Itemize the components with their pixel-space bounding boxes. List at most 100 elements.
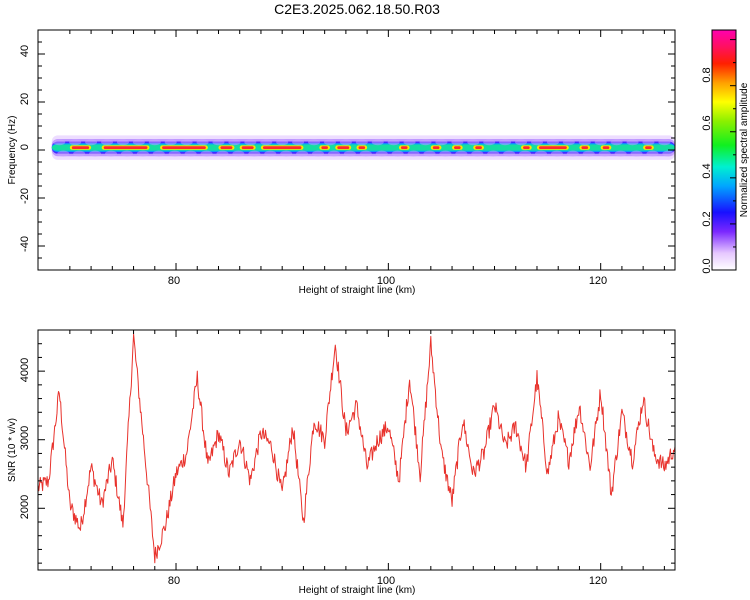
x-axis-label: Height of straight line (km) <box>299 585 416 596</box>
colorbar-label: Normalized spectral amplitude <box>739 82 750 217</box>
spectrogram-core <box>162 146 206 149</box>
spectrogram-ripple <box>232 150 245 157</box>
spectrogram-ripple <box>152 150 165 157</box>
spectrogram-ripple <box>248 150 261 157</box>
spectrogram-ripple <box>391 150 404 157</box>
spectrogram-ripple <box>216 150 229 157</box>
spectrogram-ripple <box>487 150 500 157</box>
spectrogram-core <box>400 146 408 149</box>
spectrogram-ripple <box>658 139 671 146</box>
y-tick-label: 3000 <box>19 426 31 450</box>
spectrogram-ripple <box>116 139 129 146</box>
spectrogram-core <box>103 146 148 149</box>
spectrogram-ripple <box>566 150 579 157</box>
spectrogram-ripple <box>323 139 336 146</box>
spectrogram-core <box>475 146 482 149</box>
x-tick-label: 80 <box>168 275 180 287</box>
y-axis-label: Frequency (Hz) <box>7 116 18 185</box>
spectrogram-ripple <box>327 150 340 157</box>
spectrogram-ripple <box>403 139 416 146</box>
y-tick-label: 0 <box>19 144 31 150</box>
y-tick-label: 4000 <box>19 358 31 382</box>
spectrogram-band <box>51 135 675 160</box>
spectrogram-ripple <box>132 139 145 146</box>
spectrogram-ripple <box>296 150 309 157</box>
spectrogram-ripple <box>101 139 114 146</box>
spectrogram-ripple <box>646 150 659 157</box>
spectrogram-core <box>220 146 233 149</box>
spectrogram-core <box>602 146 610 149</box>
spectrogram-ripple <box>105 150 118 157</box>
spectrogram-ripple <box>312 150 325 157</box>
spectrogram-ripple <box>228 139 241 146</box>
spectrogram-core <box>71 146 90 149</box>
spectrogram-ripple <box>562 139 575 146</box>
y-tick-label: 40 <box>19 45 31 57</box>
x-tick-label: 80 <box>168 575 180 587</box>
spectrogram-ripple <box>57 150 70 157</box>
spectrogram-core <box>432 146 440 149</box>
spectrogram-ripple <box>53 139 66 146</box>
spectrogram-ripple <box>503 150 516 157</box>
spectrogram-ripple <box>292 139 305 146</box>
spectrogram-core <box>241 146 254 149</box>
spectrogram-ripple <box>89 150 102 157</box>
spectrogram-ripple <box>451 139 464 146</box>
spectrogram-ripple <box>598 150 611 157</box>
snr-frame <box>37 329 676 571</box>
spectrogram-ripple <box>148 139 161 146</box>
spectrogram-panel: 80 100 120 40 20 0 -20 -40 Height of str… <box>7 29 676 296</box>
spectrogram-ripple <box>471 150 484 157</box>
spectrogram-ripple <box>630 150 643 157</box>
spectrogram-ripple <box>439 150 452 157</box>
x-tick-label: 100 <box>377 275 395 287</box>
spectrogram-ripple <box>483 139 496 146</box>
spectrogram-ripple <box>614 150 627 157</box>
spectrogram-ripple <box>642 139 655 146</box>
chart-title: C2E3.2025.062.18.50.R03 <box>274 1 440 17</box>
spectrogram-ripple <box>534 150 547 157</box>
spectrogram-ripple <box>85 139 98 146</box>
spectrogram-ripple <box>455 150 468 157</box>
spectrogram-ripple <box>423 150 436 157</box>
colorbar-ticks <box>730 39 736 271</box>
x-tick-label: 100 <box>377 575 395 587</box>
colorbar-gradient <box>712 30 736 270</box>
spectrogram-ripple <box>371 139 384 146</box>
spectrogram-ripple <box>407 150 420 157</box>
spectrogram-ripple <box>467 139 480 146</box>
spectrogram-ripple <box>546 139 559 146</box>
spectrogram-ripple <box>264 150 277 157</box>
spectrogram-core <box>645 146 652 149</box>
spectrogram-core <box>337 146 350 149</box>
spectrogram-ripple <box>168 150 181 157</box>
spectrogram-ripple <box>339 139 352 146</box>
colorbar-tick-label: 0.0 <box>701 258 713 273</box>
y-tick-label: 20 <box>19 93 31 105</box>
colorbar: 0.0 0.2 0.4 0.6 0.8 Normalized spectral … <box>701 29 750 274</box>
snr-panel: 80 100 120 4000 3000 2000 Height of stra… <box>7 329 676 596</box>
x-axis-label: Height of straight line (km) <box>299 285 416 296</box>
spectrogram-ripple <box>435 139 448 146</box>
spectrogram-core <box>523 146 530 149</box>
spectrogram-ripple <box>260 139 273 146</box>
snr-ticks <box>38 329 675 570</box>
spectrogram-ripple <box>120 150 133 157</box>
spectrogram-core <box>454 146 461 149</box>
spectrogram-ripple <box>244 139 257 146</box>
spectrogram-ripple <box>200 150 213 157</box>
spectrogram-ripple <box>280 150 293 157</box>
spectrogram-ticks <box>38 29 675 271</box>
spectrogram-ripple <box>73 150 86 157</box>
colorbar-tick-label: 0.2 <box>701 211 713 226</box>
spectrogram-ripple <box>499 139 512 146</box>
x-tick-label: 120 <box>589 275 607 287</box>
y-tick-label: -40 <box>19 236 31 252</box>
spectrogram-ripple <box>375 150 388 157</box>
spectrogram-ripple <box>343 150 356 157</box>
spectrogram-ripple <box>184 150 197 157</box>
colorbar-frame <box>711 29 737 271</box>
spectrogram-ripple <box>515 139 528 146</box>
spectrogram-ripple <box>519 150 532 157</box>
